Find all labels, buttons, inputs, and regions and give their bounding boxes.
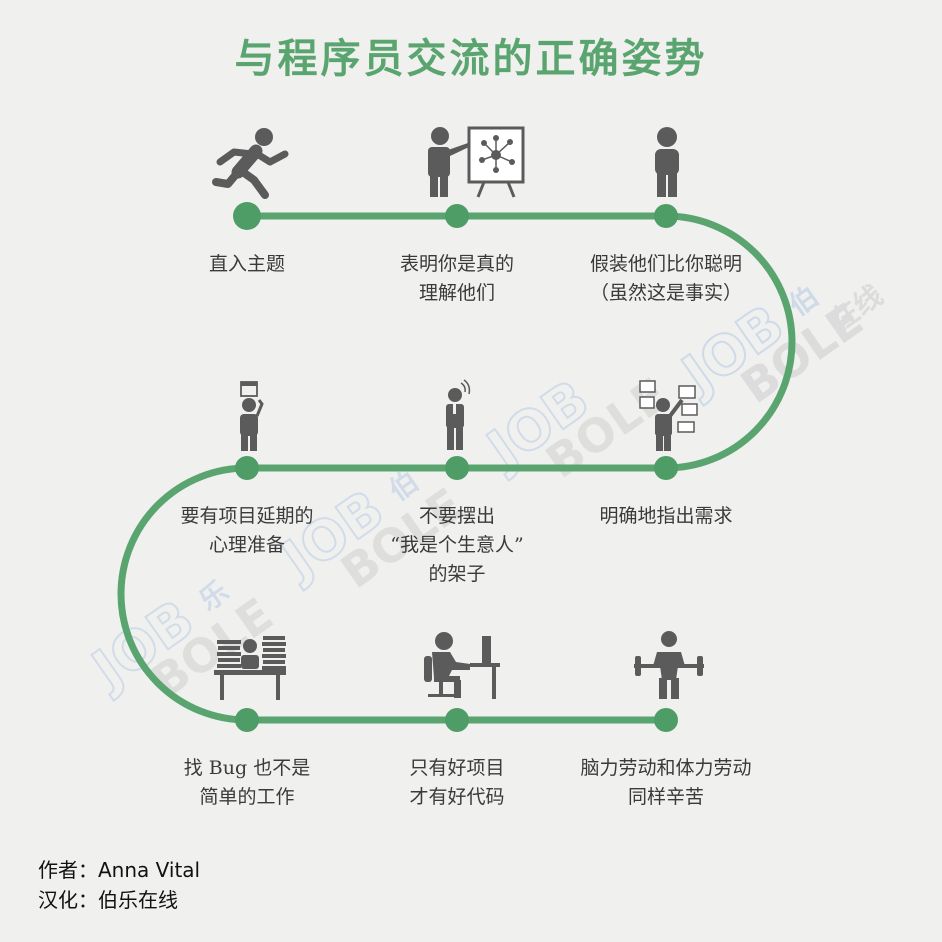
businessman-on-phone-icon [446,379,471,450]
step-node [654,708,678,732]
step-node [445,204,469,228]
weightlifter-icon [634,631,704,699]
step-label-line: 理解他们 [419,282,495,304]
step-label-line: 找 Bug 也不是 [184,757,310,779]
step-node [654,456,678,480]
presenter-with-board-icon [428,126,525,198]
running-person-icon [212,128,289,199]
step-label-line: 心理准备 [209,534,285,556]
translator-credit: 汉化：伯乐在线 [38,888,178,912]
step-node [445,708,469,732]
page-title: 与程序员交流的正确姿势 [235,36,708,82]
step-node [235,456,259,480]
step-label-line: 明确地指出需求 [599,505,732,527]
step-node [654,204,678,228]
person-with-screens-icon [639,380,698,451]
step-label-line: （虽然这是事实） [590,282,742,304]
step-label-line: 不要摆出 [419,505,495,527]
step-label-line: 只有好项目 [409,757,504,779]
step-nodes [233,202,678,732]
person-with-calendar-icon [240,381,264,451]
programmer-at-computer-icon [424,632,500,699]
step-label-line: 简单的工作 [199,786,294,808]
step-label-line: 才有好代码 [409,786,504,808]
step-label-line: 直入主题 [209,253,285,275]
step-label-line: “我是个生意人” [390,534,523,556]
watermark-middle: JOB BOLE [472,367,677,489]
step-label-line: 的架子 [428,563,485,585]
step-node [445,456,469,480]
step-node [233,202,261,230]
step-label-line: 同样辛苦 [628,786,704,808]
step-label-line: 假装他们比你聪明 [590,253,742,275]
step-label-line: 表明你是真的 [400,253,514,275]
step-label-line: 要有项目延期的 [180,505,313,527]
step-node [235,708,259,732]
step-label-line: 脑力劳动和体力劳动 [580,757,751,779]
author-credit: 作者：Anna Vital [38,858,201,882]
desk-with-paper-stacks-icon [214,636,286,700]
standing-person-icon [655,127,679,197]
